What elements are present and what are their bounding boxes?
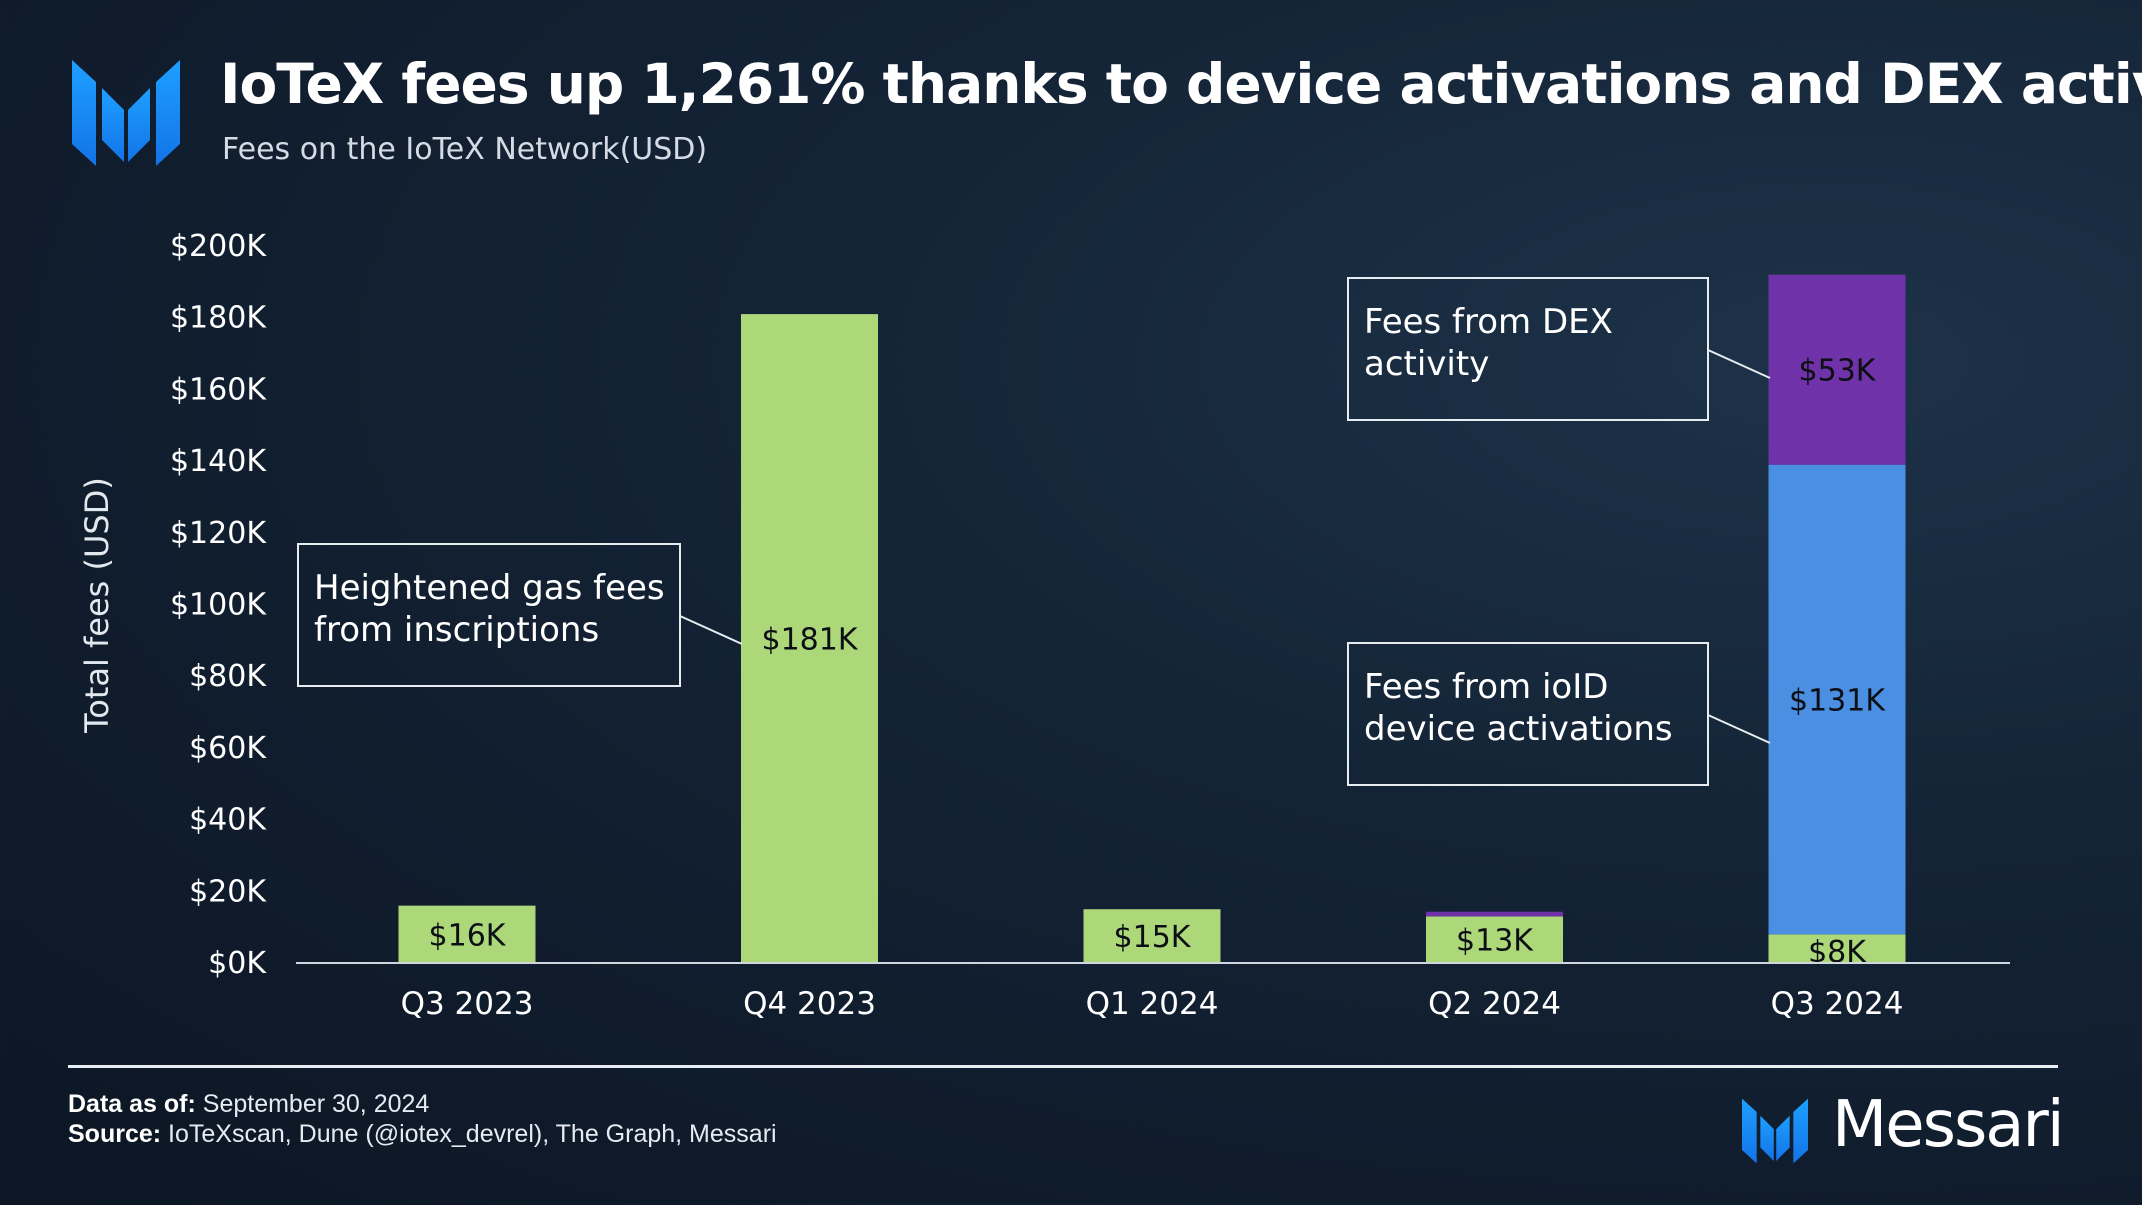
y-tick-label: $180K (170, 301, 267, 336)
y-tick-label: $100K (170, 588, 267, 623)
messari-logo-icon (72, 60, 180, 166)
chart-title: IoTeX fees up 1,261% thanks to device ac… (220, 52, 2142, 116)
x-tick-label: Q2 2024 (1428, 986, 1561, 1022)
x-tick-label: Q3 2024 (1771, 986, 1904, 1022)
bar-segment (1426, 911, 1563, 917)
bar-segment (1426, 916, 1563, 963)
annotation-leader-line (1707, 714, 1771, 744)
annotation-leader-line (679, 615, 743, 645)
y-tick-label: $120K (170, 516, 267, 551)
data-label: $15K (1114, 920, 1192, 955)
y-axis-title: Total fees (USD) (78, 477, 116, 734)
bar-segment (1083, 909, 1221, 963)
annotation-text: Fees from ioID (1364, 667, 1608, 707)
chart-subtitle: Fees on the IoTeX Network(USD) (222, 132, 708, 167)
footer-divider (68, 1065, 2058, 1068)
data-label: $181K (761, 623, 858, 658)
bar-segment (398, 905, 536, 963)
bar-segment (741, 314, 878, 963)
annotation-text: Fees from DEX (1364, 302, 1613, 342)
data-label: $53K (1799, 354, 1877, 389)
y-tick-label: $140K (170, 444, 267, 479)
bar-segment (1768, 464, 1906, 935)
y-tick-label: $40K (189, 803, 267, 838)
messari-wordmark: Messari (1832, 1088, 2065, 1162)
y-tick-label: $200K (170, 229, 267, 264)
messari-m-icon (1742, 1098, 1808, 1164)
y-tick-label: $60K (189, 731, 267, 766)
y-tick-label: $20K (189, 874, 267, 909)
bar-segment (1768, 934, 1906, 963)
data-label: $13K (1456, 924, 1534, 959)
annotation-text: Heightened gas fees (314, 568, 665, 608)
x-tick-label: Q4 2023 (743, 986, 876, 1022)
annotation-text: device activations (1364, 709, 1673, 749)
stacked-bar-chart: $0K $20K $40K $60K $80K $100K $120K $140K $160K $… (78, 229, 2010, 1022)
source-line: Source: IoTeXscan, Dune (@iotex_devrel),… (68, 1120, 777, 1148)
data-as-of: Data as of: September 30, 2024 (68, 1090, 430, 1118)
x-tick-label: Q3 2023 (401, 986, 534, 1022)
data-label: $131K (1789, 684, 1886, 719)
y-tick-label: $160K (170, 372, 267, 407)
annotation-leader-line (1707, 349, 1771, 379)
data-label: $8K (1808, 935, 1867, 970)
annotation-text: from inscriptions (314, 610, 599, 650)
y-tick-label: $80K (189, 659, 267, 694)
x-tick-label: Q1 2024 (1086, 986, 1219, 1022)
y-tick-label: $0K (208, 946, 267, 981)
annotation-text: activity (1364, 344, 1489, 384)
bar-segment (1768, 274, 1906, 465)
annotation-box (1347, 277, 1709, 421)
annotation-box (1347, 642, 1709, 786)
annotation-box (297, 543, 681, 687)
data-label: $16K (429, 918, 507, 953)
